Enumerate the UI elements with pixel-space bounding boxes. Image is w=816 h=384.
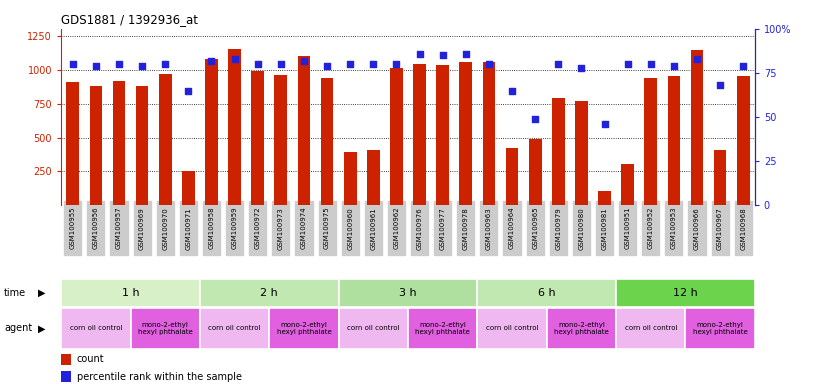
Point (158, 61, 171, 67)
Text: mono-2-ethyl
hexyl phthalate: mono-2-ethyl hexyl phthalate (415, 322, 470, 335)
Text: 6 h: 6 h (538, 288, 556, 298)
Bar (413, 64, 426, 205)
Bar (274, 75, 287, 205)
Bar (685, 308, 755, 349)
Bar (477, 279, 616, 306)
Point (574, 65, 588, 71)
Bar (205, 59, 218, 205)
Text: corn oil control: corn oil control (69, 325, 122, 331)
Bar (529, 139, 542, 205)
Point (690, 56, 703, 62)
Bar (251, 71, 264, 205)
Bar (61, 279, 200, 306)
Bar (131, 308, 200, 349)
Point (66, 61, 79, 67)
Bar (575, 101, 588, 205)
Text: 1 h: 1 h (122, 288, 140, 298)
Point (459, 50, 472, 56)
Bar (645, 78, 657, 205)
Point (274, 61, 287, 67)
Bar (61, 308, 131, 349)
Bar (616, 279, 755, 306)
Text: 2 h: 2 h (260, 288, 278, 298)
Bar (482, 62, 495, 205)
Bar (159, 74, 171, 205)
Bar (667, 76, 681, 205)
Point (482, 61, 495, 67)
Bar (477, 308, 547, 349)
Text: mono-2-ethyl
hexyl phthalate: mono-2-ethyl hexyl phthalate (554, 322, 609, 335)
Bar (339, 279, 477, 306)
Text: GDS1881 / 1392936_at: GDS1881 / 1392936_at (61, 13, 198, 26)
Point (505, 88, 518, 94)
Bar (552, 98, 565, 205)
Text: mono-2-ethyl
hexyl phthalate: mono-2-ethyl hexyl phthalate (693, 322, 747, 335)
Bar (367, 150, 379, 205)
Bar (390, 68, 403, 205)
Text: 3 h: 3 h (399, 288, 417, 298)
Bar (459, 62, 472, 205)
Point (89, 63, 102, 69)
Text: ▶: ▶ (38, 288, 45, 298)
Text: mono-2-ethyl
hexyl phthalate: mono-2-ethyl hexyl phthalate (138, 322, 193, 335)
Bar (321, 78, 334, 205)
Point (297, 58, 310, 64)
Text: agent: agent (4, 323, 33, 333)
Point (113, 61, 126, 67)
Point (413, 50, 426, 56)
Point (598, 121, 611, 127)
Bar (714, 150, 726, 205)
Text: ▶: ▶ (38, 323, 45, 333)
Text: 12 h: 12 h (673, 288, 698, 298)
Text: corn oil control: corn oil control (208, 325, 261, 331)
Bar (200, 308, 269, 349)
Text: time: time (4, 288, 26, 298)
Bar (182, 171, 195, 205)
Bar (66, 82, 79, 205)
Bar (200, 279, 339, 306)
Point (529, 116, 542, 122)
Bar (339, 308, 408, 349)
Bar (298, 56, 310, 205)
Bar (690, 50, 703, 205)
Text: corn oil control: corn oil control (347, 325, 400, 331)
Point (621, 61, 634, 67)
Point (205, 58, 218, 64)
Text: count: count (77, 354, 104, 364)
Bar (547, 308, 616, 349)
Point (436, 52, 449, 58)
Bar (616, 308, 685, 349)
Point (737, 63, 750, 69)
Point (182, 88, 195, 94)
Bar (408, 308, 477, 349)
Point (713, 82, 726, 88)
Point (366, 61, 379, 67)
Bar (90, 86, 102, 205)
Bar (737, 76, 750, 205)
Point (321, 63, 334, 69)
Bar (269, 308, 339, 349)
Bar (598, 191, 611, 205)
Bar (344, 152, 357, 205)
Point (667, 63, 681, 69)
Point (390, 61, 403, 67)
Point (135, 63, 149, 69)
Point (251, 61, 264, 67)
Bar (135, 86, 149, 205)
Bar (506, 148, 518, 205)
Bar (61, 371, 72, 382)
Bar (621, 164, 634, 205)
Point (228, 56, 241, 62)
Bar (113, 81, 126, 205)
Bar (228, 49, 241, 205)
Bar (61, 354, 72, 365)
Text: corn oil control: corn oil control (624, 325, 677, 331)
Text: percentile rank within the sample: percentile rank within the sample (77, 372, 242, 382)
Text: corn oil control: corn oil control (486, 325, 539, 331)
Text: mono-2-ethyl
hexyl phthalate: mono-2-ethyl hexyl phthalate (277, 322, 331, 335)
Bar (437, 65, 449, 205)
Point (344, 61, 357, 67)
Point (644, 61, 657, 67)
Point (552, 61, 565, 67)
